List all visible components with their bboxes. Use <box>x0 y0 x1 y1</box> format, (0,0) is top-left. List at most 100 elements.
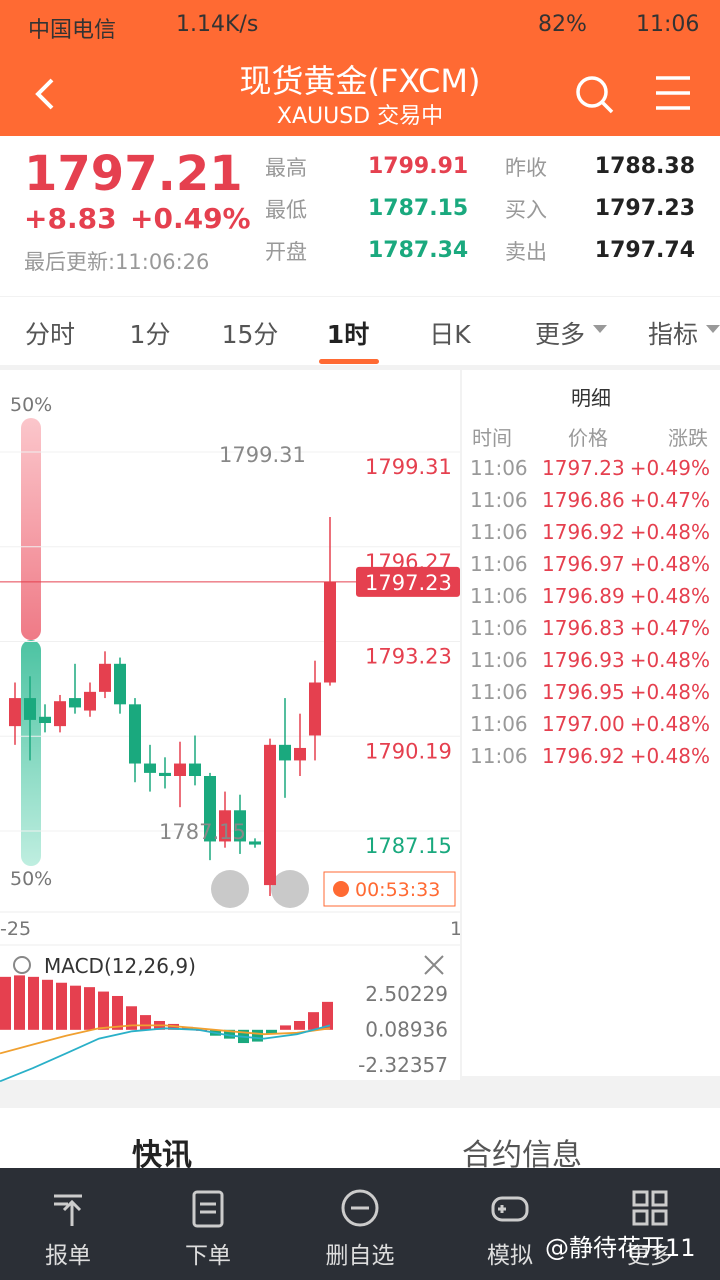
chart-panel <box>0 370 460 1080</box>
clock-icon <box>333 881 349 897</box>
candle-body <box>324 581 336 683</box>
low-annotation: 1787.15 <box>159 820 246 844</box>
nav-icon[interactable] <box>338 1186 382 1230</box>
candle-body <box>129 704 141 764</box>
stat-value: 1799.91 <box>368 154 469 179</box>
macd-bar <box>126 1006 137 1030</box>
detail-cell: +0.48% <box>629 584 710 608</box>
candle-body <box>144 763 156 773</box>
macd-dif <box>0 1024 331 1083</box>
stat-value: 1788.38 <box>594 154 695 179</box>
nav-icon[interactable] <box>186 1186 230 1230</box>
header-icons[interactable] <box>572 72 702 116</box>
detail-cell: +0.48% <box>629 648 710 672</box>
tab[interactable]: 15分 <box>221 320 279 349</box>
tab[interactable]: 1分 <box>129 320 171 349</box>
detail-cell: 11:06 <box>470 744 528 768</box>
macd-bar <box>252 1029 263 1042</box>
current-price: 1797.23 <box>365 571 452 595</box>
candle-body <box>204 776 216 842</box>
macd-bar <box>322 1001 333 1030</box>
detail-cell: +0.47% <box>629 488 710 512</box>
candle-body <box>294 747 306 761</box>
detail-cell: 11:06 <box>470 712 528 736</box>
current-price-box <box>356 566 460 597</box>
detail-cell: 1796.83 <box>542 616 625 640</box>
detail-cell: 11:06 <box>470 456 528 480</box>
macd-bar <box>112 995 123 1030</box>
close-icon[interactable] <box>424 955 444 975</box>
nav-icon[interactable] <box>488 1186 532 1230</box>
title: 现货黄金(FXCM) <box>239 62 481 100</box>
detail-header: 涨跌 <box>668 426 708 450</box>
candle-body <box>54 701 66 727</box>
nav-icon[interactable] <box>46 1186 90 1230</box>
macd-bar <box>56 982 67 1030</box>
ratio-bar-bottom <box>21 640 41 866</box>
stat-label: 最高 <box>265 156 307 180</box>
nav-label[interactable]: 更多 <box>627 1243 673 1269</box>
detail-cell: +0.48% <box>629 552 710 576</box>
candle-body <box>249 841 261 845</box>
detail-cell: +0.47% <box>629 616 710 640</box>
expand-button[interactable] <box>211 870 249 908</box>
stat-value: 1797.74 <box>594 238 695 263</box>
candle-body <box>309 682 321 736</box>
tab[interactable]: 更多 <box>535 320 586 349</box>
price: 1797.21 <box>24 146 243 202</box>
candle-body <box>114 663 126 705</box>
stat-value: 1787.15 <box>368 196 469 221</box>
macd-bar <box>98 991 109 1030</box>
stat-label: 开盘 <box>265 240 307 264</box>
tab[interactable]: 分时 <box>24 320 76 349</box>
nav-icon[interactable] <box>628 1186 672 1230</box>
settings-icon[interactable] <box>13 956 31 974</box>
detail-cell: +0.48% <box>629 680 710 704</box>
candle-body <box>9 698 21 727</box>
detail-cell: 1797.00 <box>542 712 625 736</box>
tab[interactable]: 日K <box>429 320 471 349</box>
dropdown-icon <box>706 325 720 333</box>
nav-label[interactable]: 删自选 <box>325 1243 395 1269</box>
macd-bar <box>294 1020 305 1030</box>
top-bar: 中国电信 1.14K/s 82% 11:06 现货黄金(FXCM) XAUUSD… <box>0 0 720 136</box>
macd-bar <box>0 976 11 1030</box>
tab[interactable]: 指标 <box>648 320 699 349</box>
dropdown-icon <box>593 325 607 333</box>
detail-cell: +0.48% <box>629 712 710 736</box>
macd-bar <box>266 1029 277 1035</box>
ratio-label: 50% <box>10 868 52 890</box>
speed: 1.14K/s <box>176 12 259 37</box>
macd-bar <box>224 1029 235 1039</box>
macd-tick-label: -2.32357 <box>358 1053 448 1077</box>
nav-label[interactable]: 模拟 <box>487 1243 533 1269</box>
ratio-label: 50% <box>10 394 52 416</box>
nav-label[interactable]: 下单 <box>185 1243 231 1269</box>
detail-cell: 1796.86 <box>542 488 625 512</box>
section-tab[interactable]: 快讯 <box>132 1138 192 1173</box>
battery: 82% <box>538 12 587 37</box>
detail-panel: 明细 时间 价格 涨跌 11:06 1797.23 +0.49% 11:06 1796.86 +… <box>462 370 720 1076</box>
ratio-bar-top <box>21 418 41 640</box>
nav-label[interactable]: 报单 <box>45 1243 91 1269</box>
candle-body <box>69 698 81 708</box>
back-button[interactable] <box>20 70 500 120</box>
detail-cell: 11:06 <box>470 616 528 640</box>
detail-cell: 1797.23 <box>542 456 625 480</box>
tab-indicator <box>319 359 379 364</box>
detail-cell: 11:06 <box>470 584 528 608</box>
section-tab[interactable]: 合约信息 <box>462 1138 582 1173</box>
macd-bar <box>70 985 81 1030</box>
macd-tick-label: 2.50229 <box>365 982 448 1006</box>
macd-dea <box>0 1024 331 1055</box>
forward-button[interactable] <box>271 870 309 908</box>
stat-label: 卖出 <box>505 240 547 264</box>
detail-cell: 11:06 <box>470 680 528 704</box>
price-tick-label: 1793.23 <box>365 645 452 669</box>
macd-bar <box>280 1025 291 1030</box>
tab[interactable]: 1时 <box>326 320 370 349</box>
candle-body <box>189 763 201 777</box>
detail-cell: +0.48% <box>629 744 710 768</box>
macd-bar <box>182 1026 193 1030</box>
